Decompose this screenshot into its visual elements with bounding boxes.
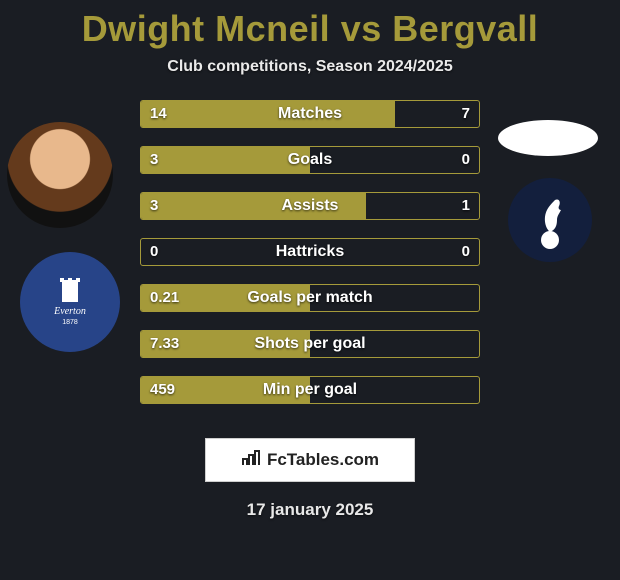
stat-label: Assists <box>140 192 480 220</box>
stat-value-left: 14 <box>150 100 167 128</box>
stat-row: Assists3 1 <box>0 192 620 220</box>
stat-label: Matches <box>140 100 480 128</box>
stat-label: Shots per goal <box>140 330 480 358</box>
stat-row: Matches14 7 <box>0 100 620 128</box>
stat-row: Shots per goal7.33 <box>0 330 620 358</box>
stat-row: Goals per match0.21 <box>0 284 620 312</box>
date-label: 17 january 2025 <box>0 500 620 520</box>
stat-value-right: 7 <box>462 100 470 128</box>
branding-icon <box>241 449 261 472</box>
stat-label: Goals <box>140 146 480 174</box>
stat-label: Min per goal <box>140 376 480 404</box>
stat-value-right: 1 <box>462 192 470 220</box>
stat-value-left: 3 <box>150 146 158 174</box>
page-subtitle: Club competitions, Season 2024/2025 <box>0 58 620 76</box>
stat-value-left: 0.21 <box>150 284 179 312</box>
stat-label: Goals per match <box>140 284 480 312</box>
branding-badge: FcTables.com <box>205 438 415 482</box>
stat-value-right: 0 <box>462 238 470 266</box>
stat-label: Hattricks <box>140 238 480 266</box>
page-title: Dwight Mcneil vs Bergvall <box>0 0 620 50</box>
stat-row: Goals3 0 <box>0 146 620 174</box>
stat-value-left: 0 <box>150 238 158 266</box>
stat-value-left: 459 <box>150 376 175 404</box>
stat-value-left: 3 <box>150 192 158 220</box>
stat-row: Hattricks0 0 <box>0 238 620 266</box>
stat-row: Min per goal459 <box>0 376 620 404</box>
stat-value-left: 7.33 <box>150 330 179 358</box>
comparison-chart: Matches147Goals30Assists31Hattricks00Goa… <box>0 100 620 404</box>
branding-text: FcTables.com <box>267 450 379 470</box>
stat-value-right: 0 <box>462 146 470 174</box>
